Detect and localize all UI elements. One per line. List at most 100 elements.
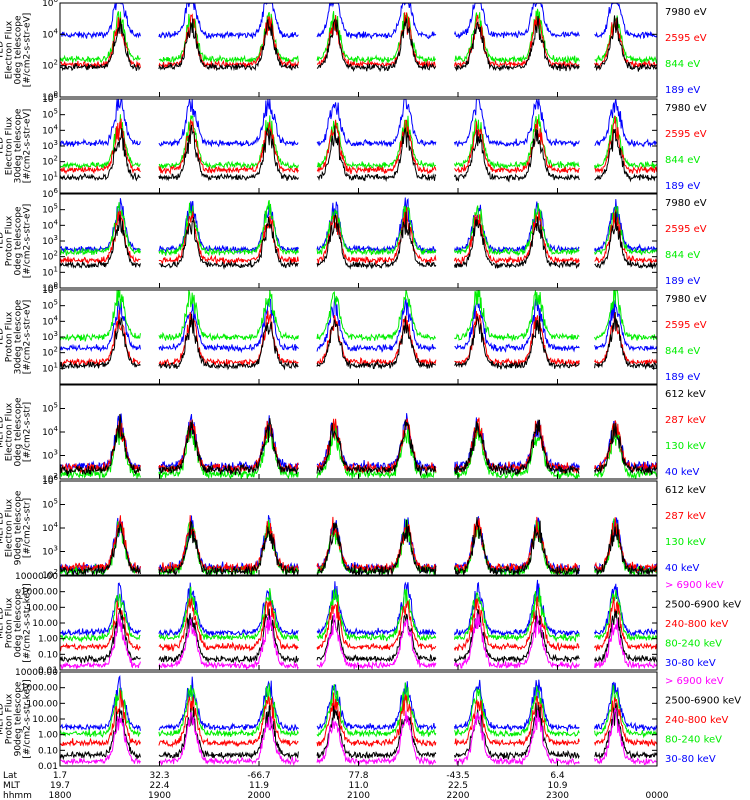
series-189-ev-line — [60, 3, 657, 40]
x-tick-mlt: 11.9 — [249, 781, 269, 791]
series-7980-ev-line — [60, 15, 657, 73]
x-tick-mlt: 10.9 — [547, 781, 567, 791]
series-612-kev-line — [60, 517, 657, 575]
panel-8-ylabel: MEPEDProton Flux90deg telescope[#/cm2-s-… — [0, 679, 33, 758]
panel-6-ylabel: MEPEDElectron Flux90deg telescope[#/cm2-… — [0, 490, 33, 565]
y-tick-label: 106 — [42, 283, 58, 296]
legend-189-ev: 189 eV — [665, 372, 700, 383]
y-tick-label: 103 — [42, 545, 58, 558]
panel-2-ylabel: TEDElectron Flux30deg telescope[#/cm2-s-… — [0, 108, 33, 183]
legend-130-kev: 130 keV — [665, 537, 706, 548]
series-7980-ev-line — [60, 311, 657, 371]
series-844-ev-line — [60, 8, 657, 65]
legend-612-kev: 612 keV — [665, 389, 706, 400]
y-tick-label: 103 — [42, 234, 58, 247]
legend-287-kev: 287 keV — [665, 415, 706, 426]
panel-6: 102 103 104 105 106 MEPEDElectron Flux90deg t… — [0, 474, 706, 581]
series-189-ev-line — [60, 197, 657, 255]
y-tick-label: 105 — [42, 402, 58, 415]
y-tick-label: 105 — [42, 108, 58, 121]
panel-5-ylabel: MEPEDElectron Flux0deg telescope[#/cm2-s… — [0, 397, 33, 467]
y-tick-label: 100.00 — [27, 603, 59, 613]
legend-287-kev: 287 keV — [665, 511, 706, 522]
x-tick-lat: 1.7 — [53, 771, 67, 781]
y-tick-label: 102 — [42, 568, 58, 581]
series-844-ev-line — [60, 114, 657, 171]
y-tick-label: 102 — [42, 250, 58, 263]
y-tick-label: 104 — [42, 218, 58, 231]
series-30-80-kev-line — [60, 579, 657, 638]
y-tick-label: 1000.00 — [21, 588, 58, 598]
panel-6-traces — [60, 515, 657, 575]
panel-1-traces — [60, 3, 657, 73]
legend-2500-6900-kev: 2500-6900 keV — [665, 600, 741, 611]
series-2595-ev-line — [60, 115, 657, 175]
series-240-800-kev-line — [60, 595, 657, 652]
x-tick-lat: -66.7 — [247, 771, 270, 781]
y-tick-label: 10.00 — [32, 715, 58, 725]
y-tick-label: 104 — [42, 123, 58, 136]
legend-30-80-kev: 30-80 keV — [665, 754, 716, 765]
y-tick-label: 101 — [42, 170, 58, 183]
legend-189-ev: 189 eV — [665, 85, 700, 96]
y-tick-label: 104 — [42, 27, 58, 40]
legend-189-ev: 189 eV — [665, 276, 700, 287]
y-tick-label: 103 — [42, 139, 58, 152]
time-axis: LatMLThhmm20241.719.71800Jul 1032.322.41… — [3, 92, 669, 800]
panel-2-traces — [60, 99, 657, 183]
y-tick-label: 1000.00 — [21, 684, 58, 694]
legend-189-ev: 189 eV — [665, 181, 700, 192]
x-tick-mlt: 19.7 — [50, 781, 70, 791]
x-tick-hhmm: 2200 — [447, 791, 470, 800]
legend-2595-ev: 2595 eV — [665, 320, 707, 331]
x-tick-lat: 32.3 — [149, 771, 169, 781]
y-tick-label: 104 — [42, 314, 58, 327]
x-row-label-hhmm: hhmm — [3, 791, 32, 800]
y-tick-label: 10000.00 — [15, 572, 58, 582]
legend-7980-ev: 7980 eV — [665, 198, 707, 209]
x-tick-mlt: 22.4 — [149, 781, 169, 791]
legend-2595-ev: 2595 eV — [665, 224, 707, 235]
series-844-ev-line — [60, 290, 657, 342]
legend-7980-ev: 7980 eV — [665, 103, 707, 114]
series-612-kev-line — [60, 414, 657, 477]
y-tick-label: 100 — [42, 281, 58, 294]
y-tick-label: 1.00 — [38, 731, 58, 741]
panel-2: 101 102 103 104 105 106 TEDElectron Flux30deg … — [0, 92, 707, 194]
legend-844-ev: 844 eV — [665, 59, 700, 70]
x-tick-mlt: 11.0 — [348, 781, 368, 791]
series-2595-ev-line — [60, 207, 657, 266]
legend-2595-ev: 2595 eV — [665, 33, 707, 44]
panel-4-ylabel: TEDProton Flux30deg telescope[#/cm2-s-st… — [0, 299, 33, 374]
y-tick-label: 101 — [42, 361, 58, 374]
x-tick-mlt: 22.5 — [448, 781, 468, 791]
series-844-ev-line — [60, 200, 657, 257]
legend-7980-ev: 7980 eV — [665, 294, 707, 305]
series-7980-ev-line — [60, 124, 657, 183]
y-tick-label: 103 — [42, 449, 58, 462]
y-tick-label: 102 — [42, 155, 58, 168]
series-189-ev-line — [60, 99, 657, 148]
legend-2500-6900-kev: 2500-6900 keV — [665, 696, 741, 707]
legend-2595-ev: 2595 eV — [665, 129, 707, 140]
series-80-240-kev-line — [60, 682, 657, 739]
x-tick-lat: 77.8 — [348, 771, 368, 781]
legend-40-kev: 40 keV — [665, 563, 699, 574]
series-30-80-kev-line — [60, 675, 657, 733]
series--6900-kev-line — [60, 708, 657, 766]
series--6900-kev-line — [60, 612, 657, 670]
panel-1: 100 102 104 106 TEDElectron Flux0deg telesco… — [0, 0, 707, 103]
series-2595-ev-line — [60, 309, 657, 368]
y-tick-label: 104 — [42, 425, 58, 438]
y-tick-label: 103 — [42, 330, 58, 343]
series-189-ev-line — [60, 296, 657, 354]
panel-4: 101 102 103 104 105 106 TEDProton Flux30deg te… — [0, 283, 707, 385]
x-row-label-mlt: MLT — [3, 781, 21, 791]
legend-844-ev: 844 eV — [665, 346, 700, 357]
legend-80-240-kev: 80-240 keV — [665, 639, 722, 650]
y-tick-label: 1.00 — [38, 635, 58, 645]
x-tick-hhmm: 1900 — [148, 791, 171, 800]
y-tick-label: 0.10 — [38, 650, 58, 660]
legend-130-kev: 130 keV — [665, 441, 706, 452]
y-tick-label: 105 — [42, 498, 58, 511]
